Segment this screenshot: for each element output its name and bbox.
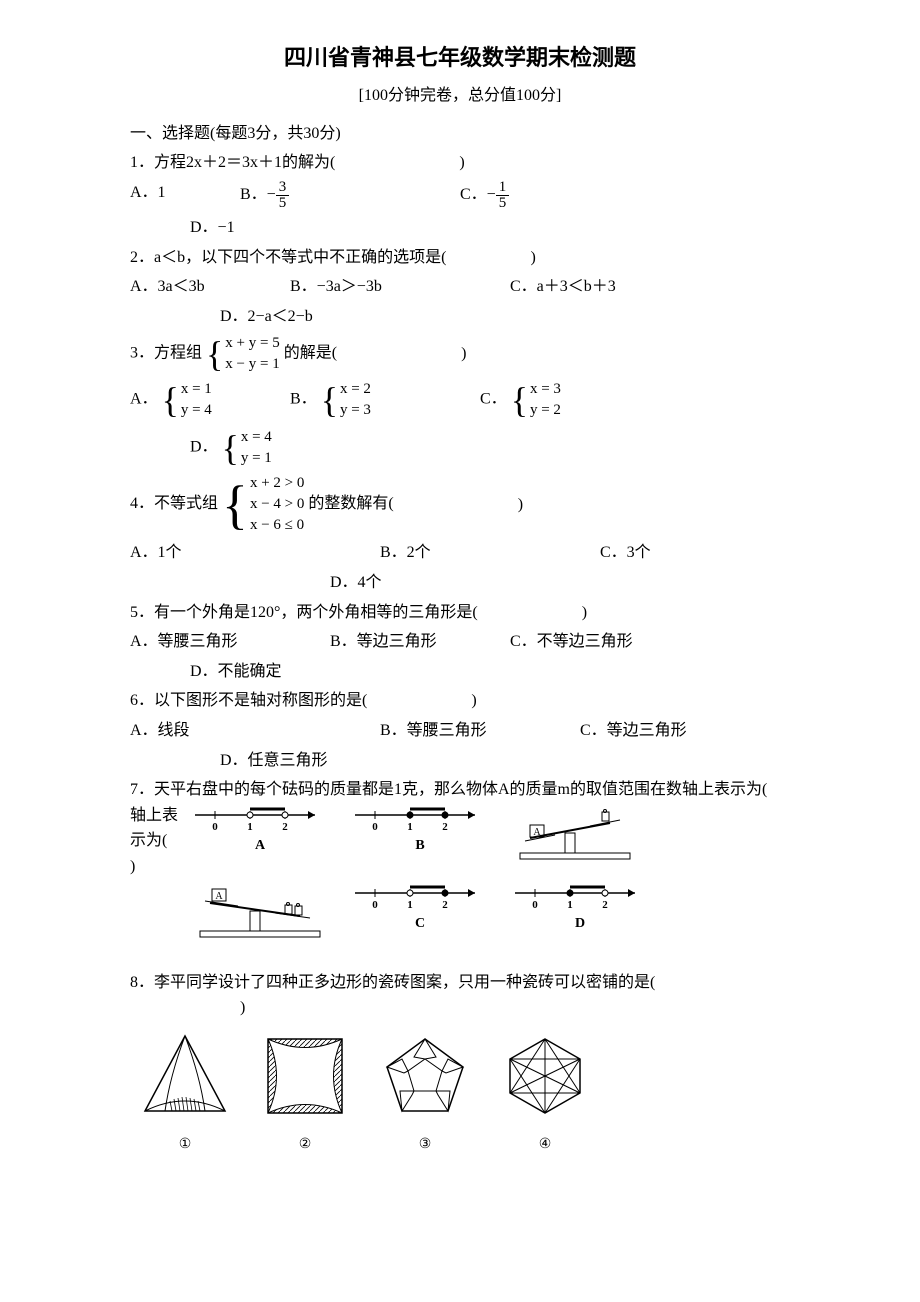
q2-opt-c: C．a＋3＜b＋3 bbox=[510, 274, 670, 300]
q7-stem: 7．天平右盘中的每个砝码的质量都是1克，那么物体A的质量m的取值范围在数轴上表示… bbox=[130, 777, 790, 803]
q7-left-text: 轴上表 示为( ) bbox=[130, 803, 190, 880]
q7-balance-2: A bbox=[190, 881, 330, 950]
q8-figures: ① ② bbox=[140, 1031, 790, 1156]
q6-paren: ) bbox=[471, 692, 476, 709]
q5-stem: 5．有一个外角是120°，两个外角相等的三角形是( bbox=[130, 604, 478, 621]
q2-paren: ) bbox=[530, 249, 535, 266]
q4-stem-post: 的整数解有( bbox=[308, 496, 393, 513]
q3-stem-post: 的解是( bbox=[284, 345, 337, 362]
q1-stem: 1．方程2x＋2＝3x＋1的解为( bbox=[130, 154, 335, 171]
q8-tile-1: ① bbox=[140, 1031, 230, 1156]
q4-opt-b: B．2个 bbox=[380, 540, 600, 566]
svg-text:A: A bbox=[533, 827, 541, 838]
q1-opt-c: C．−15 bbox=[460, 180, 620, 211]
q1-opt-d: D．−1 bbox=[190, 215, 790, 241]
q3-paren: ) bbox=[461, 345, 466, 362]
q1-opt-b: B．−35 bbox=[240, 180, 460, 211]
q6-stem: 6．以下图形不是轴对称图形的是( bbox=[130, 692, 367, 709]
question-8: 8．李平同学设计了四种正多边形的瓷砖图案，只用一种瓷砖可以密铺的是( ) ① bbox=[130, 970, 790, 1156]
svg-text:0: 0 bbox=[372, 821, 378, 833]
q7-balance-1: A bbox=[510, 803, 640, 872]
q3-stem-pre: 3．方程组 bbox=[130, 345, 202, 362]
q2-stem: 2．a＜b，以下四个不等式中不正确的选项是( bbox=[130, 249, 446, 266]
svg-text:2: 2 bbox=[442, 821, 448, 833]
q7-figures: 0 1 2 A 0 1 2 bbox=[190, 803, 790, 950]
q4-paren: ) bbox=[518, 496, 523, 513]
q4-stem-pre: 4．不等式组 bbox=[130, 496, 218, 513]
q4-system: { x + 2 > 0 x − 4 > 0 x − 6 ≤ 0 bbox=[222, 473, 304, 536]
q1-opt-a: A．1 bbox=[130, 180, 240, 211]
q6-opt-a: A．线段 bbox=[130, 718, 380, 744]
svg-text:0: 0 bbox=[532, 899, 538, 911]
q8-tile-2: ② bbox=[260, 1031, 350, 1156]
svg-text:A: A bbox=[215, 891, 223, 902]
svg-text:1: 1 bbox=[567, 899, 573, 911]
q3-opt-c: C． {x = 3y = 2 bbox=[480, 379, 640, 421]
q2-opt-d: D．2−a＜2−b bbox=[220, 304, 790, 330]
q4-opt-d: D．4个 bbox=[330, 570, 790, 596]
q6-opt-d: D．任意三角形 bbox=[220, 748, 790, 774]
svg-text:1: 1 bbox=[407, 821, 413, 833]
q3-opt-a: A． {x = 1y = 4 bbox=[130, 379, 290, 421]
question-5: 5．有一个外角是120°，两个外角相等的三角形是( ) A．等腰三角形 B．等边… bbox=[130, 600, 790, 685]
q5-paren: ) bbox=[582, 604, 587, 621]
section-1-header: 一、选择题(每题3分，共30分) bbox=[130, 121, 790, 147]
exam-title: 四川省青神县七年级数学期末检测题 bbox=[130, 40, 790, 75]
q6-opt-b: B．等腰三角形 bbox=[380, 718, 580, 744]
question-1: 1．方程2x＋2＝3x＋1的解为( ) A．1 B．−35 C．−15 D．−1 bbox=[130, 150, 790, 240]
q7-numline-d: 0 1 2 D bbox=[510, 881, 650, 935]
q6-opt-c: C．等边三角形 bbox=[580, 718, 740, 744]
svg-text:0: 0 bbox=[372, 899, 378, 911]
q8-paren: ) bbox=[240, 995, 790, 1021]
question-3: 3．方程组 { x + y = 5 x − y = 1 的解是( ) A． {x… bbox=[130, 333, 790, 469]
q2-opt-a: A．3a＜3b bbox=[130, 274, 290, 300]
question-2: 2．a＜b，以下四个不等式中不正确的选项是( ) A．3a＜3b B．−3a＞−… bbox=[130, 245, 790, 330]
svg-text:0: 0 bbox=[212, 821, 218, 833]
q3-opt-d: D． {x = 4y = 1 bbox=[190, 427, 790, 469]
question-4: 4．不等式组 { x + 2 > 0 x − 4 > 0 x − 6 ≤ 0 的… bbox=[130, 473, 790, 595]
svg-text:2: 2 bbox=[282, 821, 288, 833]
q5-opt-a: A．等腰三角形 bbox=[130, 629, 330, 655]
q8-tile-3: ③ bbox=[380, 1031, 470, 1156]
q7-numline-c: 0 1 2 C bbox=[350, 881, 490, 935]
q7-numline-a: 0 1 2 A bbox=[190, 803, 330, 857]
q8-stem: 8．李平同学设计了四种正多边形的瓷砖图案，只用一种瓷砖可以密铺的是( bbox=[130, 974, 655, 991]
svg-text:2: 2 bbox=[602, 899, 608, 911]
q2-opt-b: B．−3a＞−3b bbox=[290, 274, 510, 300]
svg-text:1: 1 bbox=[247, 821, 253, 833]
q3-opt-b: B． {x = 2y = 3 bbox=[290, 379, 480, 421]
svg-text:2: 2 bbox=[442, 899, 448, 911]
q4-opt-c: C．3个 bbox=[600, 540, 760, 566]
q3-system: { x + y = 5 x − y = 1 bbox=[206, 333, 280, 375]
q8-tile-4: ④ bbox=[500, 1031, 590, 1156]
question-7: 7．天平右盘中的每个砝码的质量都是1克，那么物体A的质量m的取值范围在数轴上表示… bbox=[130, 777, 790, 950]
q5-opt-b: B．等边三角形 bbox=[330, 629, 510, 655]
q7-numline-b: 0 1 2 B bbox=[350, 803, 490, 857]
q1-paren: ) bbox=[459, 154, 464, 171]
q5-opt-c: C．不等边三角形 bbox=[510, 629, 670, 655]
q5-opt-d: D．不能确定 bbox=[190, 659, 790, 685]
question-6: 6．以下图形不是轴对称图形的是( ) A．线段 B．等腰三角形 C．等边三角形 … bbox=[130, 688, 790, 773]
svg-text:1: 1 bbox=[407, 899, 413, 911]
exam-subtitle: [100分钟完卷，总分值100分] bbox=[130, 83, 790, 109]
q4-opt-a: A．1个 bbox=[130, 540, 380, 566]
